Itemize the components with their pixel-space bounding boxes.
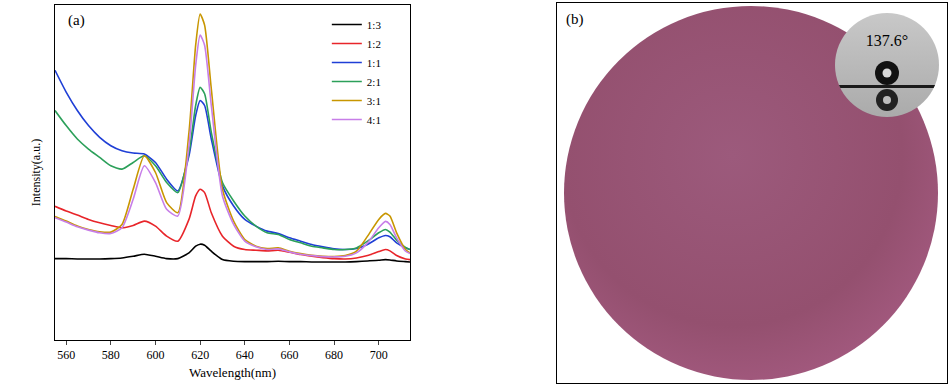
svg-text:1:2: 1:2: [367, 38, 381, 50]
svg-text:(b): (b): [566, 11, 584, 28]
svg-text:580: 580: [102, 348, 120, 362]
svg-text:Intensity(a.u.): Intensity(a.u.): [29, 139, 43, 206]
svg-text:680: 680: [325, 348, 343, 362]
svg-text:640: 640: [236, 348, 254, 362]
svg-text:1:3: 1:3: [367, 19, 382, 31]
svg-text:660: 660: [280, 348, 298, 362]
svg-text:4:1: 4:1: [367, 114, 381, 126]
svg-text:560: 560: [57, 348, 75, 362]
svg-text:600: 600: [146, 348, 164, 362]
svg-text:3:1: 3:1: [367, 95, 381, 107]
svg-text:Wavelength(nm): Wavelength(nm): [189, 365, 276, 380]
svg-text:1:1: 1:1: [367, 57, 381, 69]
svg-text:700: 700: [370, 348, 388, 362]
svg-text:2:1: 2:1: [367, 76, 381, 88]
svg-text:137.6°: 137.6°: [866, 32, 908, 49]
svg-text:620: 620: [191, 348, 209, 362]
svg-text:(a): (a): [68, 12, 85, 29]
